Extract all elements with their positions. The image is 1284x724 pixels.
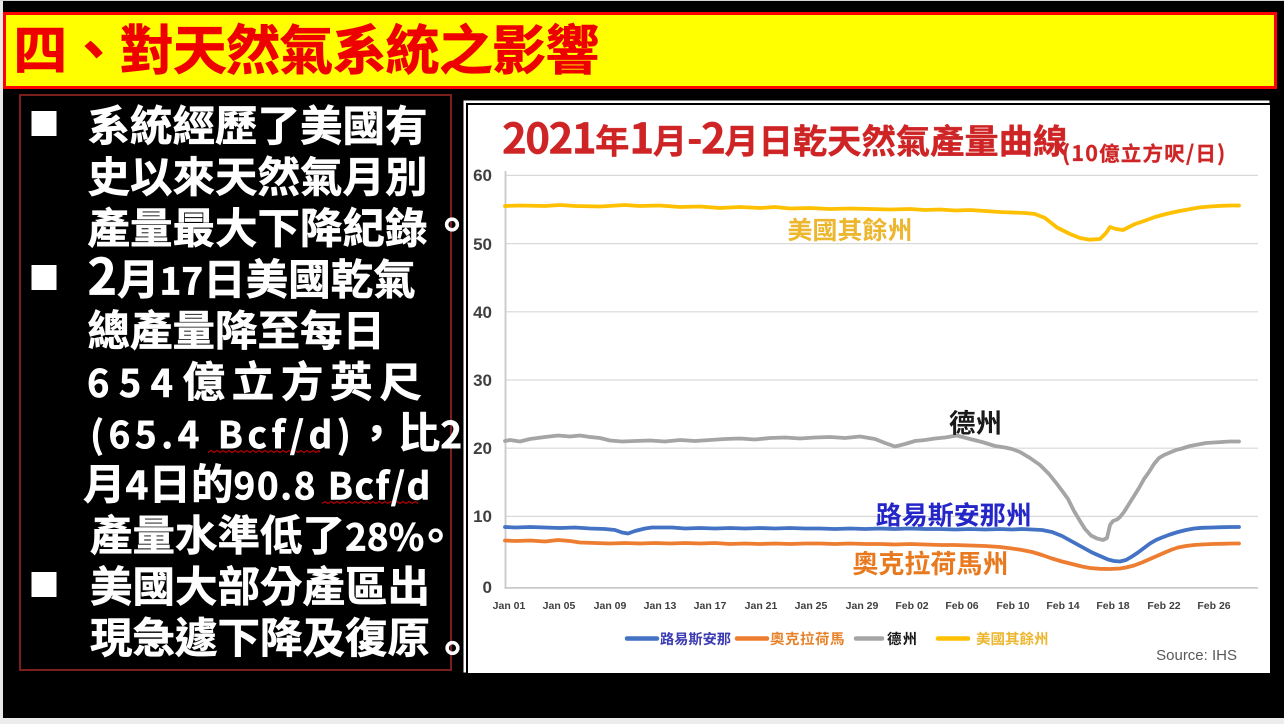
svg-text:Jan 01: Jan 01 [493,600,526,612]
svg-text:Jan 09: Jan 09 [594,600,627,612]
svg-text:Feb 06: Feb 06 [945,600,978,612]
svg-text:20: 20 [473,439,492,458]
svg-text:0: 0 [483,578,492,597]
svg-text:Feb 18: Feb 18 [1096,600,1129,612]
svg-text:Jan 05: Jan 05 [543,600,576,612]
svg-text:30: 30 [473,371,492,390]
svg-text:Feb 22: Feb 22 [1147,600,1180,612]
svg-text:60: 60 [473,166,492,185]
svg-text:50: 50 [473,235,492,254]
svg-text:Jan 29: Jan 29 [846,600,879,612]
svg-text:Jan 25: Jan 25 [795,600,828,612]
svg-text:Feb 02: Feb 02 [895,600,928,612]
svg-text:Jan 21: Jan 21 [745,600,778,612]
svg-text:Jan 13: Jan 13 [644,600,677,612]
svg-text:Jan 17: Jan 17 [694,600,727,612]
svg-text:Feb 26: Feb 26 [1197,600,1230,612]
svg-text:10: 10 [473,507,492,526]
svg-text:40: 40 [473,303,492,322]
svg-text:Source: IHS: Source: IHS [1156,647,1237,664]
svg-text:Feb 10: Feb 10 [996,600,1029,612]
svg-text:Feb 14: Feb 14 [1046,600,1079,612]
